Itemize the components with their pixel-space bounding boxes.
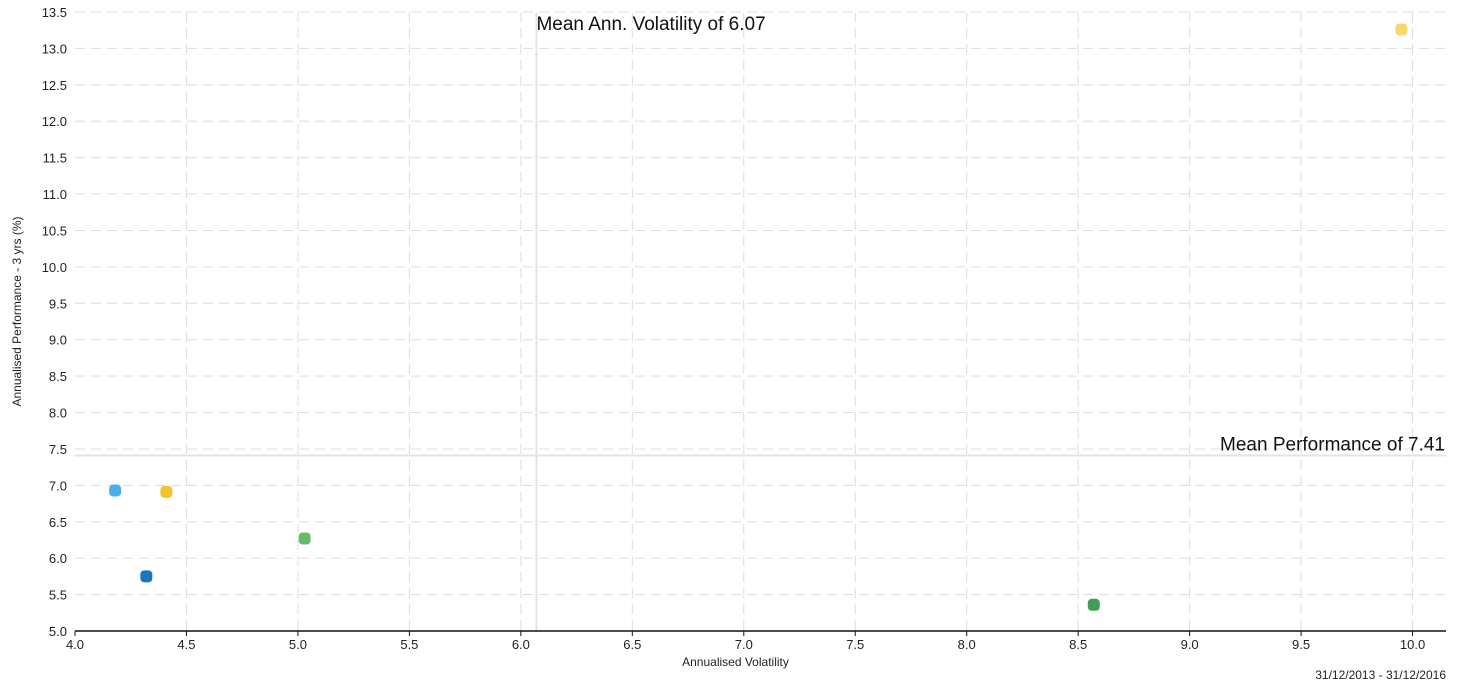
y-tick-label: 8.5: [49, 369, 67, 384]
x-tick-label: 4.5: [177, 637, 195, 652]
y-tick-label: 12.5: [42, 78, 67, 93]
x-tick-label: 8.0: [958, 637, 976, 652]
data-points: [109, 23, 1408, 611]
x-tick-label: 5.5: [400, 637, 418, 652]
y-tick-label: 8.0: [49, 406, 67, 421]
y-tick-label: 7.5: [49, 442, 67, 457]
data-point[interactable]: [298, 532, 311, 545]
x-tick-label: 6.5: [623, 637, 641, 652]
data-point[interactable]: [1395, 23, 1408, 36]
y-axis-title: Annualised Performance - 3 yrs (%): [10, 216, 24, 406]
x-tick-label: 6.0: [512, 637, 530, 652]
y-tick-label: 13.5: [42, 5, 67, 20]
x-tick-label: 9.5: [1292, 637, 1310, 652]
y-tick-label: 6.0: [49, 551, 67, 566]
y-tick-label: 5.0: [49, 624, 67, 639]
y-tick-label: 6.5: [49, 515, 67, 530]
y-tick-label: 11.5: [43, 151, 67, 166]
date-range-label: 31/12/2013 - 31/12/2016: [1315, 668, 1446, 682]
data-point[interactable]: [1087, 598, 1100, 611]
x-tick-label: 9.0: [1181, 637, 1199, 652]
horizontal-gridlines: [75, 11, 1446, 596]
vertical-gridlines: [185, 12, 1414, 631]
y-tick-label: 9.0: [49, 333, 67, 348]
y-tick-label: 10.5: [42, 223, 67, 238]
x-tick-label: 7.5: [846, 637, 864, 652]
data-point[interactable]: [109, 484, 122, 497]
data-point[interactable]: [160, 485, 173, 498]
y-tick-label: 9.5: [49, 296, 67, 311]
data-point[interactable]: [140, 570, 153, 583]
y-tick-label: 7.0: [49, 478, 67, 493]
x-tick-label: 10.0: [1400, 637, 1425, 652]
y-tick-label: 10.0: [42, 260, 67, 275]
y-tick-label: 12.0: [42, 114, 67, 129]
y-tick-label: 5.5: [49, 588, 67, 603]
y-tick-label: 11.0: [43, 187, 67, 202]
y-tick-label: 13.0: [42, 41, 67, 56]
x-axis-tick-labels: 4.0 4.5 5.0 5.5 6.0 6.5 7.0 7.5 8.0 8.5 9.0 9.5 10.0: [66, 631, 1425, 652]
y-axis-tick-labels: 5.0 5.5 6.0 6.5 7.0 7.5 8.0 8.5 9.0 9.5 10.0 10.5 11…: [42, 5, 67, 639]
x-tick-label: 7.0: [735, 637, 753, 652]
x-tick-label: 4.0: [66, 637, 84, 652]
x-tick-label: 8.5: [1069, 637, 1087, 652]
x-axis-title: Annualised Volatility: [682, 655, 789, 669]
mean-volatility-label: Mean Ann. Volatility of 6.07: [536, 14, 765, 35]
mean-performance-label: Mean Performance of 7.41: [1220, 434, 1445, 455]
x-tick-label: 5.0: [289, 637, 307, 652]
